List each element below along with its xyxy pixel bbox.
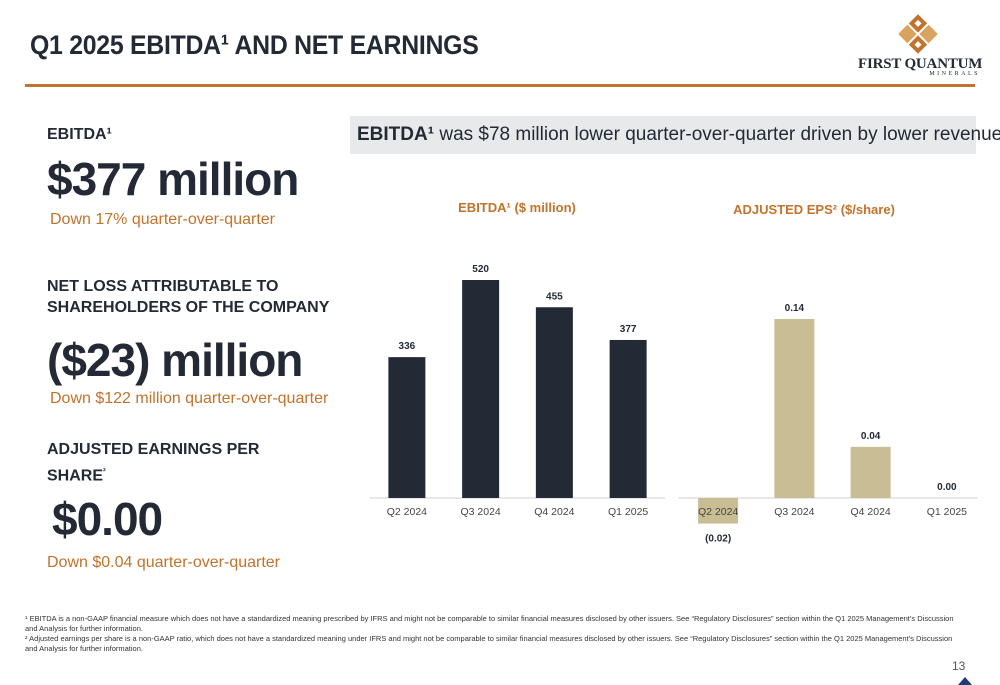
summary-banner-bold: EBITDA¹	[357, 124, 435, 145]
netloss-label-line2: SHAREHOLDERS OF THE COMPANY	[47, 299, 330, 316]
company-logo-icon	[898, 14, 938, 54]
ebitda-bar-chart: 336 Q2 2024 520 Q3 2024 455 Q4 2024 377 Q1 2025	[370, 264, 665, 518]
data-label: 336	[399, 341, 416, 352]
company-logo-name: FIRST QUANTUM	[858, 56, 983, 72]
data-label: 377	[620, 324, 637, 335]
x-tick-label: Q2 2024	[387, 506, 427, 518]
eps-label-line1: ADJUSTED EARNINGS PER	[47, 441, 260, 458]
company-logo-subtitle: MINERALS	[929, 71, 980, 77]
ebitda-chart-title: EBITDA¹ ($ million)	[458, 200, 576, 215]
data-label: 455	[546, 291, 563, 302]
data-label: 0.00	[937, 482, 957, 493]
netloss-change: Down $122 million quarter-over-quarter	[50, 390, 329, 407]
summary-banner-body: was $78 million lower quarter-over-quart…	[434, 124, 1000, 145]
x-tick-label: Q3 2024	[774, 506, 814, 518]
data-label: 0.14	[785, 303, 805, 314]
x-tick-label: Q4 2024	[534, 506, 574, 518]
netloss-value: ($23) million	[47, 334, 303, 386]
data-label: (0.02)	[705, 534, 731, 545]
bar-q3-2024	[774, 319, 815, 498]
page-title: Q1 2025 EBITDA¹ AND NET EARNINGS	[30, 30, 479, 60]
bar-q2-2024	[388, 357, 426, 498]
x-tick-label: Q1 2025	[608, 506, 648, 518]
data-label: 520	[472, 264, 489, 275]
x-tick-label: Q1 2025	[927, 506, 967, 518]
bar-q4-2024	[535, 307, 573, 498]
eps-label-line2: SHARE²	[47, 461, 106, 487]
eps-chart-title: ADJUSTED EPS² ($/share)	[733, 202, 895, 217]
x-tick-label: Q2 2024	[698, 506, 738, 518]
x-tick-label: Q3 2024	[460, 506, 500, 518]
data-label: 0.04	[861, 431, 881, 442]
page-number: 13	[952, 659, 966, 673]
bar-q3-2024	[462, 280, 500, 498]
next-page-icon[interactable]	[958, 677, 972, 685]
eps-change: Down $0.04 quarter-over-quarter	[47, 554, 281, 571]
eps-label-footnote-marker: ²	[103, 467, 106, 476]
ebitda-value: $377 million	[47, 153, 299, 205]
netloss-label-line1: NET LOSS ATTRIBUTABLE TO	[47, 278, 279, 295]
summary-banner-text: EBITDA¹ was $78 million lower quarter-ov…	[357, 124, 1000, 146]
header-divider	[25, 84, 975, 87]
bar-q1-2025	[609, 339, 647, 498]
summary-banner	[350, 116, 976, 154]
bar-q4-2024	[850, 446, 891, 498]
ebitda-change: Down 17% quarter-over-quarter	[50, 211, 275, 228]
x-tick-label: Q4 2024	[850, 506, 890, 518]
bar-q2-2024	[698, 498, 739, 524]
eps-label-text: SHARE	[47, 467, 104, 485]
eps-bar-chart: (0.02) Q2 2024 0.14 Q3 2024 0.04 Q4 2024 0.00 Q…	[678, 303, 978, 545]
eps-value: $0.00	[52, 493, 163, 545]
footnote-1: ¹ EBITDA is a non-GAAP financial measure…	[25, 614, 954, 633]
ebitda-label: EBITDA¹	[47, 126, 112, 143]
footnote-2: ² Adjusted earnings per share is a non-G…	[25, 634, 953, 653]
